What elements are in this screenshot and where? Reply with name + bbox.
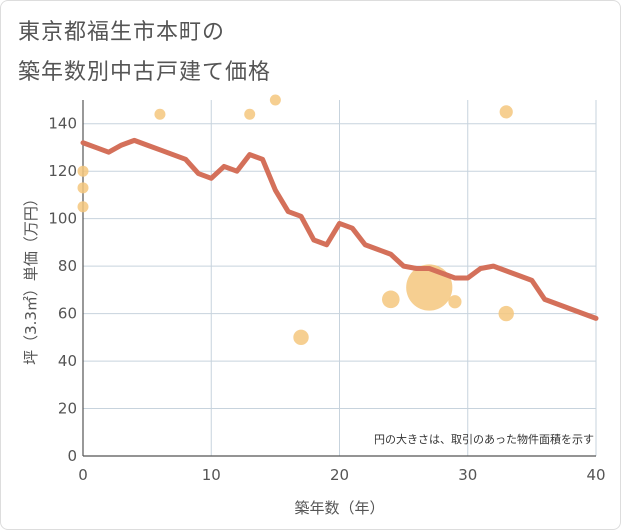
y-tick-label: 60: [58, 305, 77, 323]
scatter-point: [293, 329, 309, 346]
scatter-point: [448, 295, 462, 309]
x-tick-label: 30: [458, 466, 477, 484]
scatter-point: [77, 165, 89, 177]
scatter-bubbles: [77, 94, 514, 346]
y-tick-label: 0: [67, 447, 77, 465]
x-axis-label: 築年数（年）: [294, 499, 384, 517]
size-legend-note: 円の大きさは、取引のあった物件面積を示す: [374, 432, 594, 446]
y-tick-label: 140: [48, 115, 77, 133]
x-tick-label: 10: [202, 466, 221, 484]
scatter-point: [498, 305, 514, 322]
scatter-point: [77, 182, 89, 194]
x-tick-label: 40: [586, 466, 605, 484]
axes: [82, 100, 596, 457]
scatter-point: [244, 108, 256, 120]
y-tick-label: 80: [58, 257, 77, 275]
scatter-point: [269, 94, 281, 106]
y-tick-label: 20: [58, 400, 77, 418]
scatter-point: [499, 105, 513, 119]
y-tick-label: 100: [48, 210, 77, 228]
scatter-point: [154, 108, 166, 120]
y-axis-label: 坪（3.3㎡）単価（万円）: [22, 191, 40, 365]
trend-line-group: [80, 137, 599, 321]
x-tick-label: 20: [330, 466, 349, 484]
tick-labels: 0 20 40 60 80 100 120 140 0 10 20 30 40: [48, 115, 605, 484]
chart-title-line2: 築年数別中古戸建て価格: [18, 60, 272, 85]
trend-line: [80, 137, 599, 321]
x-tick-label: 0: [78, 466, 88, 484]
scatter-point: [382, 290, 400, 309]
scatter-point: [77, 201, 89, 213]
y-tick-label: 40: [58, 352, 77, 370]
y-tick-label: 120: [48, 162, 77, 180]
scatter-point: [406, 264, 453, 311]
chart-title-line1: 東京都福生市本町の: [18, 20, 226, 45]
